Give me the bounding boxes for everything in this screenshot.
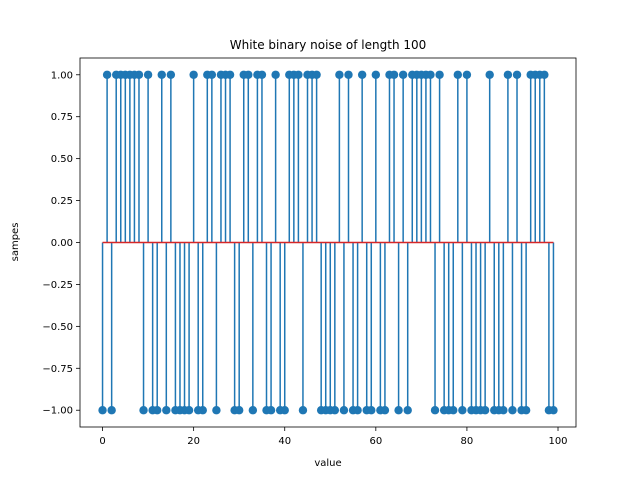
data-point-54	[344, 70, 353, 79]
x-axis-label: value	[314, 458, 341, 469]
data-point-9	[139, 406, 148, 415]
data-point-74	[435, 70, 444, 79]
data-point-32	[244, 70, 253, 79]
plot-area	[98, 70, 558, 415]
data-point-13	[157, 70, 166, 79]
data-point-10	[143, 70, 153, 79]
data-point-40	[280, 406, 289, 415]
data-point-24	[207, 70, 217, 79]
data-point-80	[462, 70, 472, 79]
y-axis-label: sampes	[10, 223, 21, 262]
data-point-56	[353, 406, 362, 415]
data-point-14	[162, 406, 171, 415]
data-point-53	[339, 406, 349, 415]
data-point-1	[102, 70, 112, 79]
data-point-28	[225, 70, 235, 79]
x-tick-label: 80	[461, 436, 474, 447]
data-point-33	[248, 406, 258, 415]
data-point-66	[398, 70, 408, 79]
data-point-62	[380, 406, 390, 415]
data-point-64	[389, 70, 399, 79]
x-tick-label: 60	[369, 436, 382, 447]
data-point-47	[312, 70, 321, 79]
y-tick-label: 0.50	[51, 154, 73, 165]
data-point-20	[189, 70, 198, 79]
data-point-37	[266, 406, 276, 415]
data-point-84	[480, 406, 490, 415]
y-tick-label: 0.25	[51, 196, 73, 207]
x-tick-label: 100	[548, 436, 567, 447]
y-tick-label: −0.25	[42, 280, 73, 291]
data-point-65	[394, 406, 403, 415]
data-point-35	[257, 70, 267, 79]
y-tick-label: 0.00	[51, 238, 73, 249]
data-point-79	[458, 406, 467, 415]
y-tick-label: −0.75	[42, 364, 73, 375]
data-point-97	[540, 70, 549, 79]
data-point-8	[134, 70, 144, 79]
data-point-19	[184, 406, 194, 415]
data-point-67	[403, 406, 412, 415]
data-point-78	[453, 70, 463, 79]
data-point-30	[234, 406, 244, 415]
data-point-22	[198, 406, 207, 415]
data-point-89	[503, 70, 513, 79]
data-point-15	[166, 70, 176, 79]
y-tick-label: −0.50	[42, 322, 73, 333]
data-point-52	[335, 70, 344, 79]
data-point-99	[549, 406, 558, 415]
data-point-43	[294, 70, 303, 79]
data-point-88	[499, 406, 508, 415]
data-point-38	[271, 70, 280, 79]
data-point-77	[449, 406, 458, 415]
data-point-73	[430, 406, 440, 415]
x-tick-label: 0	[99, 436, 105, 447]
data-point-51	[330, 406, 340, 415]
data-point-25	[212, 406, 221, 415]
data-point-93	[521, 406, 531, 415]
data-point-12	[153, 406, 162, 415]
data-point-44	[298, 406, 308, 415]
data-point-57	[357, 70, 367, 79]
x-tick-label: 40	[278, 436, 291, 447]
data-point-59	[367, 406, 376, 415]
axes: 0 20 40 60 80 100 −1.00 −0.75 −0.50 −0.25 0.00 0.25…	[42, 57, 577, 447]
y-tick-label: −1.00	[42, 406, 73, 417]
y-tick-label: 1.00	[51, 70, 73, 81]
data-point-72	[426, 70, 435, 79]
data-point-0	[98, 406, 107, 415]
data-point-91	[512, 70, 522, 79]
data-point-90	[508, 406, 517, 415]
x-tick-label: 20	[187, 436, 200, 447]
data-point-2	[107, 406, 116, 415]
data-point-60	[371, 70, 381, 79]
data-point-85	[485, 70, 494, 79]
chart-title: White binary noise of length 100	[230, 38, 427, 52]
y-tick-label: 0.75	[51, 112, 73, 123]
